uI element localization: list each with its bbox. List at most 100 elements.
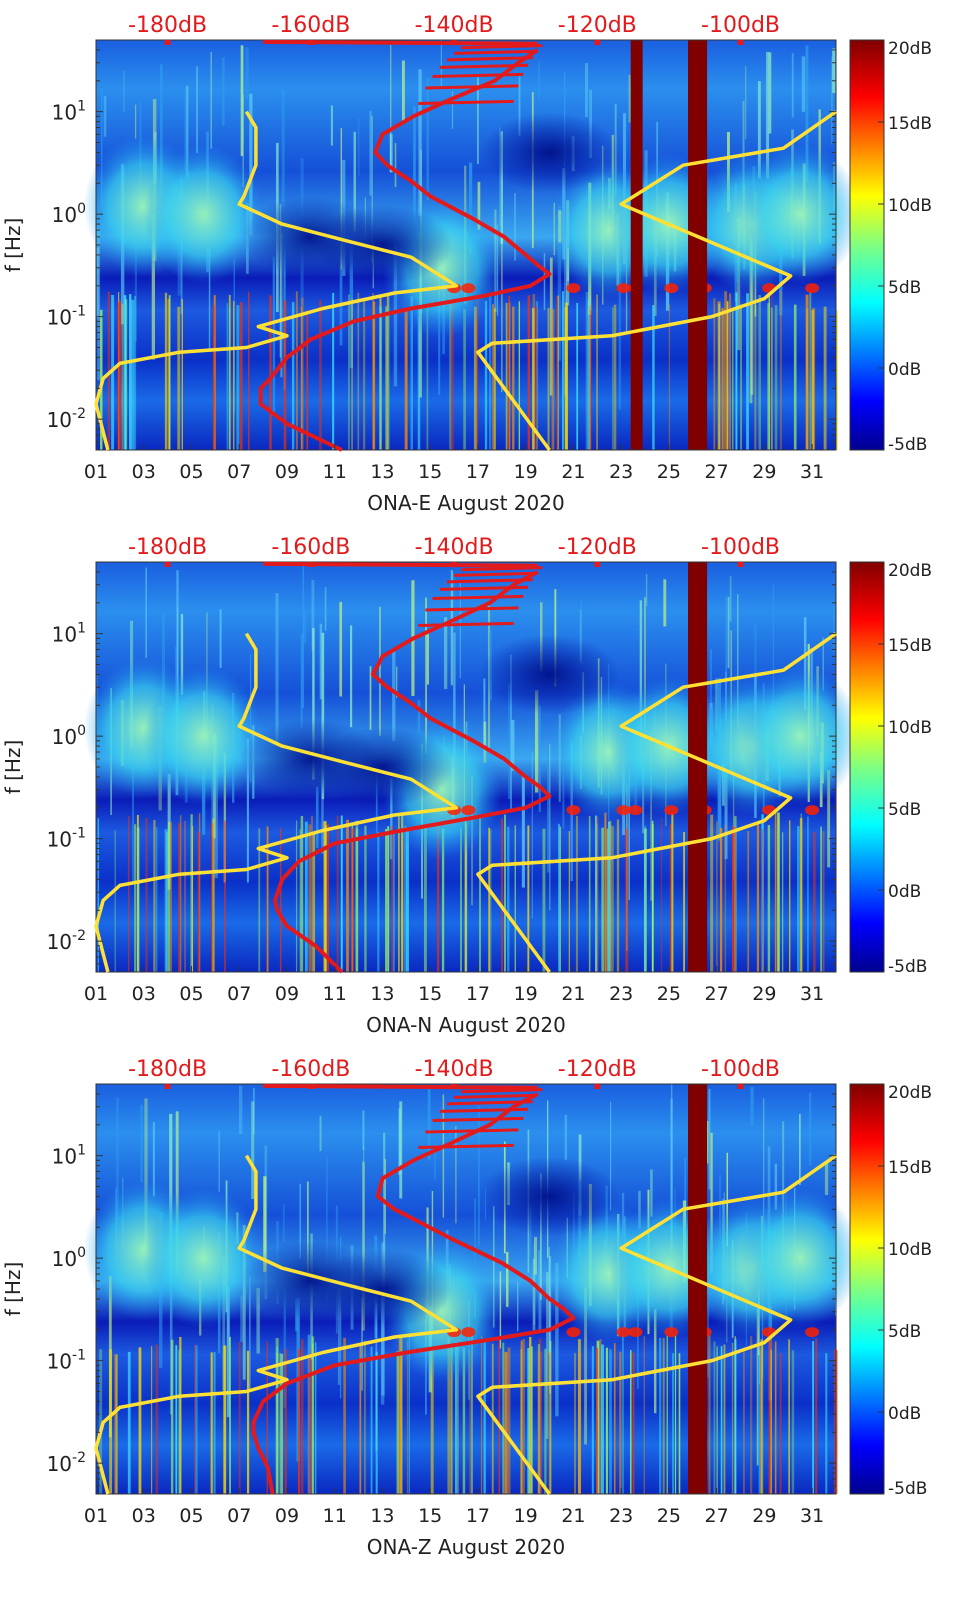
x-tick-label: 21 [561,983,585,1005]
x-tick-label: 11 [323,461,347,483]
colorbar-label: 0dB [888,1404,921,1424]
top-axis: -180dB -160dB -140dB -120dB -100dB [128,13,780,45]
x-tick-label: 25 [657,461,681,483]
x-axis: 01 03 05 07 09 11 13 15 17 19 21 23 25 27 29 31 [84,966,824,1005]
x-axis-label: ONA-Z August 2020 [367,1535,565,1559]
x-tick-label: 27 [705,1505,729,1527]
x-tick-label: 09 [275,983,299,1005]
top-axis-tick [164,40,171,45]
top-axis-tick [307,562,314,567]
y-tick-label: 10-2 [47,928,86,954]
y-tick-label: 100 [52,1245,86,1271]
saturated-band-1 [688,562,708,972]
y-tick-label: 10-1 [47,304,86,330]
x-tick-label: 01 [84,1505,108,1527]
colorbar-label: 0dB [888,882,921,902]
colorbar: 20dB 15dB 10dB 5dB 0dB -5dB [849,561,932,977]
y-tick-label: 10-1 [47,1348,86,1374]
x-tick-label: 03 [132,983,156,1005]
top-axis-label: -100dB [701,1057,780,1082]
top-axis-tick [594,562,601,567]
x-axis: 01 03 05 07 09 11 13 15 17 19 21 23 25 27 29 31 [84,444,824,483]
min-model-line [94,110,459,451]
top-axis-tick [737,40,744,45]
x-tick-label: 23 [609,983,633,1005]
top-axis-tick [737,562,744,567]
colorbar-label: 20dB [888,1083,932,1103]
colorbar-label: -5dB [888,957,927,977]
colorbar-label: 0dB [888,360,921,380]
x-tick-label: 31 [800,1505,824,1527]
y-axis-label: f [Hz] [1,740,25,795]
psd-line [273,570,552,974]
top-axis-label: -140dB [415,1057,494,1082]
x-tick-label: 09 [275,1505,299,1527]
x-tick-label: 17 [466,1505,490,1527]
colorbar-label: 5dB [888,278,921,298]
max-model-line [476,110,838,452]
x-tick-label: 25 [657,1505,681,1527]
x-tick-label: 15 [418,1505,442,1527]
x-tick-label: 23 [609,1505,633,1527]
colorbar-gradient [849,1083,885,1495]
top-axis: -180dB -160dB -140dB -120dB -100dB [128,1057,780,1089]
x-tick-label: 17 [466,461,490,483]
top-axis-label: -180dB [128,13,207,38]
top-axis-label: -160dB [271,535,350,560]
top-axis-label: -120dB [558,13,637,38]
saturated-band-1 [688,1084,708,1494]
x-tick-label: 13 [370,461,394,483]
top-axis-label: -160dB [271,13,350,38]
top-axis-label: -140dB [415,13,494,38]
top-axis-label: -100dB [701,13,780,38]
colorbar-label: 20dB [888,561,932,581]
colorbar-label: 10dB [888,718,932,738]
colorbar-label: 15dB [888,636,932,656]
x-tick-label: 11 [323,1505,347,1527]
spectrogram-texture [83,40,861,450]
x-axis-label: ONA-N August 2020 [366,1013,566,1037]
x-tick-label: 13 [370,1505,394,1527]
x-tick-label: 21 [561,461,585,483]
y-tick-label: 100 [52,201,86,227]
x-tick-label: 19 [514,461,538,483]
x-axis: 01 03 05 07 09 11 13 15 17 19 21 23 25 27 29 31 [84,1488,824,1527]
x-tick-label: 07 [227,461,251,483]
x-tick-label: 31 [800,461,824,483]
colorbar-label: 5dB [888,800,921,820]
psd-high-frequency-branches [263,1083,543,1150]
x-tick-label: 27 [705,461,729,483]
y-tick-label: 10-2 [47,406,86,432]
colorbar: 20dB 15dB 10dB 5dB 0dB -5dB [849,39,932,455]
x-tick-label: 01 [84,983,108,1005]
top-axis-tick [164,562,171,567]
x-tick-label: 17 [466,983,490,1005]
colorbar-label: 5dB [888,1322,921,1342]
top-axis-label: -140dB [415,535,494,560]
x-tick-label: 19 [514,1505,538,1527]
x-tick-label: 29 [752,1505,776,1527]
colorbar-label: -5dB [888,435,927,455]
y-tick-label: 10-2 [47,1450,86,1476]
top-axis-label: -120dB [558,1057,637,1082]
colorbar-gradient [849,39,885,451]
saturated-band-1 [630,40,643,450]
y-tick-label: 100 [52,723,86,749]
y-tick-label: 101 [52,99,86,125]
y-axis-label: f [Hz] [1,1262,25,1317]
chart-panel-1: 01 03 05 07 09 11 13 15 17 19 21 23 25 27 29 31 ONA-E Au… [1,13,932,515]
chart-panel-3: 01 03 05 07 09 11 13 15 17 19 21 23 25 27 29 31 ONA-Z Au… [1,1057,932,1559]
y-axis: 10-2 10-1 100 101 [47,561,836,973]
y-axis: 10-2 10-1 100 101 [47,39,836,451]
colorbar-label: 10dB [888,196,932,216]
x-tick-label: 11 [323,983,347,1005]
x-tick-label: 21 [561,1505,585,1527]
colorbar: 20dB 15dB 10dB 5dB 0dB -5dB [849,1083,932,1499]
x-tick-label: 31 [800,983,824,1005]
psd-line [251,1092,576,1495]
x-tick-label: 15 [418,461,442,483]
y-tick-label: 101 [52,1143,86,1169]
top-axis-tick [164,1084,171,1089]
x-tick-label: 05 [179,983,203,1005]
